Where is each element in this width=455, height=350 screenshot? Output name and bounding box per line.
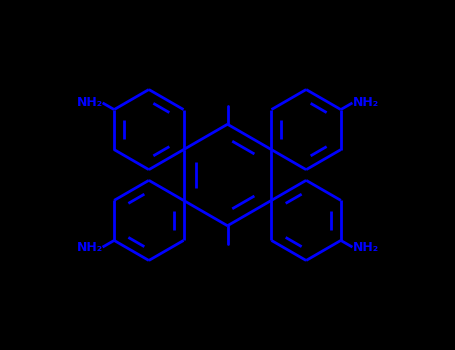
Text: NH₂: NH₂ bbox=[76, 96, 102, 110]
Text: NH₂: NH₂ bbox=[353, 240, 379, 254]
Text: NH₂: NH₂ bbox=[76, 240, 102, 254]
Text: NH₂: NH₂ bbox=[353, 96, 379, 110]
